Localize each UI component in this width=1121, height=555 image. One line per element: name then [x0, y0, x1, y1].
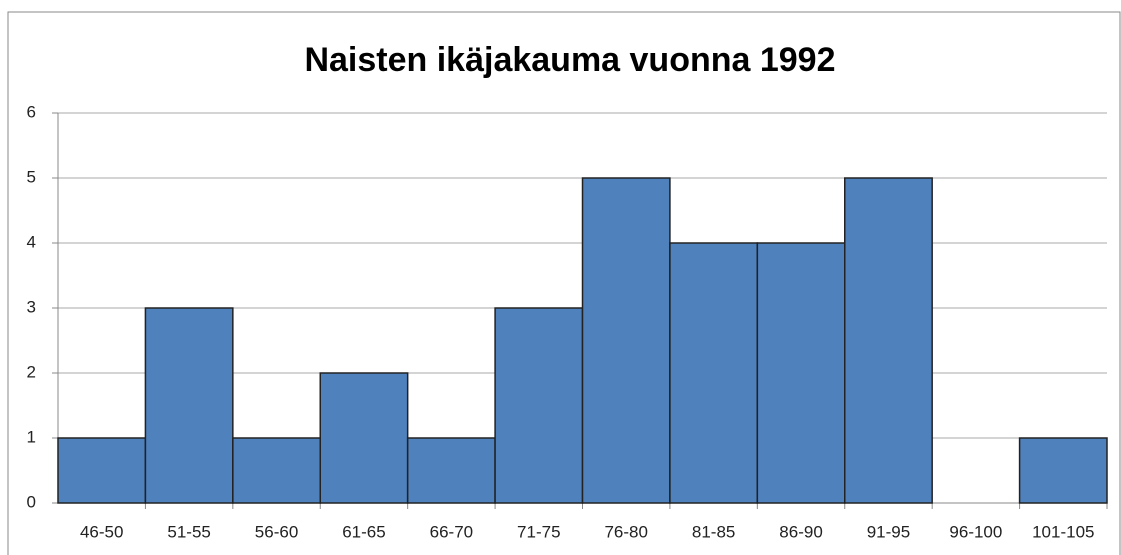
x-tick-label: 66-70	[430, 522, 473, 541]
bar	[144, 307, 234, 504]
x-tick-label: 101-105	[1032, 522, 1094, 541]
bar	[669, 242, 759, 504]
chart-title: Naisten ikäjakauma vuonna 1992	[304, 41, 835, 79]
bar	[406, 437, 496, 504]
x-tick-label: 56-60	[255, 522, 298, 541]
y-tick-label: 4	[27, 232, 36, 251]
y-tick-label: 0	[27, 492, 36, 511]
bar	[319, 372, 409, 504]
bar	[581, 177, 671, 504]
y-tick-label: 1	[27, 427, 36, 446]
y-tick-label: 6	[27, 102, 36, 121]
x-tick-label: 91-95	[867, 522, 910, 541]
x-tick-label: 86-90	[779, 522, 822, 541]
y-tick-label: 3	[27, 297, 36, 316]
bar	[57, 437, 147, 504]
x-tick-label: 81-85	[692, 522, 735, 541]
bar	[232, 437, 321, 504]
x-tick-label: 61-65	[342, 522, 385, 541]
x-tick-label: 96-100	[949, 522, 1002, 541]
x-tick-label: 76-80	[604, 522, 647, 541]
y-tick-label: 5	[27, 167, 36, 186]
x-tick-label: 46-50	[80, 522, 123, 541]
x-tick-label: 51-55	[167, 522, 210, 541]
bar	[1018, 437, 1108, 504]
x-tick-label: 71-75	[517, 522, 560, 541]
bar	[494, 307, 584, 504]
bar	[844, 177, 933, 504]
bar	[756, 242, 846, 504]
y-tick-label: 2	[27, 362, 36, 381]
